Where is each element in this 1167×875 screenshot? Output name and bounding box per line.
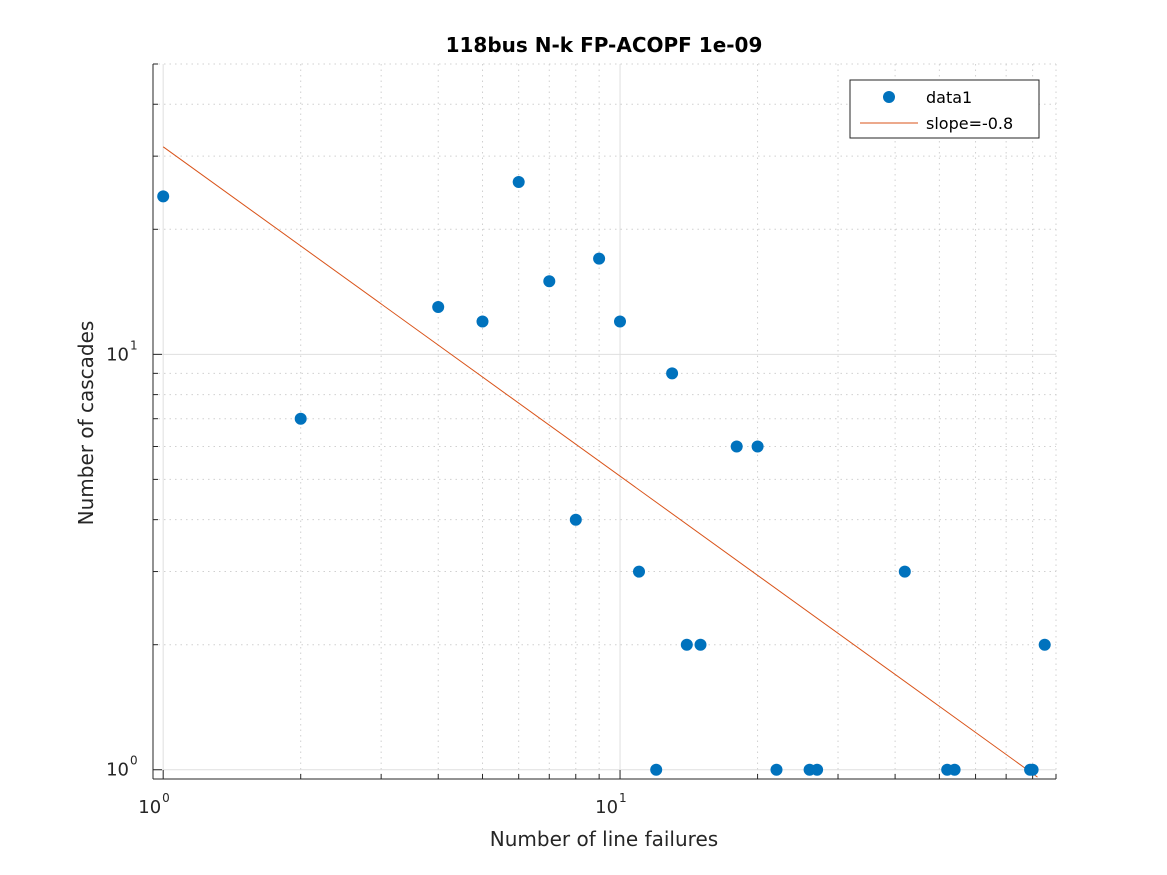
legend: data1 slope=-0.8 bbox=[849, 79, 1040, 139]
data-point bbox=[614, 315, 626, 328]
chart-title: 118bus N-k FP-ACOPF 1e-09 bbox=[446, 33, 763, 57]
data-point bbox=[593, 252, 606, 265]
legend-label-data1: data1 bbox=[926, 88, 972, 107]
data-point bbox=[1038, 638, 1051, 651]
tick-labels: 10 0 10 110 010 1 bbox=[106, 338, 627, 818]
data-point bbox=[157, 190, 170, 203]
data-point bbox=[694, 638, 707, 651]
data-point bbox=[680, 638, 693, 651]
x-tick-label-exponent: 1 bbox=[619, 791, 627, 805]
data-point bbox=[1026, 763, 1039, 776]
data-point bbox=[770, 763, 783, 776]
data-point bbox=[569, 513, 582, 526]
data-point bbox=[730, 440, 743, 453]
data-point bbox=[294, 412, 307, 425]
x-tick-label: 10 bbox=[138, 797, 161, 818]
grid bbox=[153, 63, 1057, 779]
data-point bbox=[633, 565, 645, 578]
plot-area bbox=[153, 64, 1056, 779]
series bbox=[157, 146, 1051, 778]
x-axis-label: Number of line failures bbox=[490, 827, 718, 851]
data-point bbox=[751, 440, 764, 453]
y-axis-label: Number of cascades bbox=[74, 321, 98, 526]
y-tick-label-exponent: 0 bbox=[130, 754, 138, 768]
data-point bbox=[811, 763, 824, 776]
data-point bbox=[666, 367, 679, 380]
legend-marker-data1 bbox=[883, 91, 895, 103]
y-tick-label: 10 bbox=[106, 760, 129, 781]
fit-line bbox=[162, 146, 1038, 778]
legend-box bbox=[849, 79, 1040, 139]
data-point bbox=[650, 763, 663, 776]
x-tick-label: 10 bbox=[595, 797, 618, 818]
y-tick-label-exponent: 1 bbox=[130, 338, 138, 352]
data-point bbox=[948, 763, 961, 776]
x-tick-label-exponent: 0 bbox=[162, 791, 170, 805]
data-point bbox=[512, 176, 525, 188]
legend-label-slope: slope=-0.8 bbox=[926, 114, 1013, 133]
data-point bbox=[476, 315, 489, 328]
y-tick-label: 10 bbox=[106, 344, 129, 365]
data-point bbox=[898, 565, 911, 578]
axes bbox=[152, 63, 1057, 780]
data-point bbox=[543, 275, 556, 288]
data-point bbox=[432, 301, 445, 313]
plot-background bbox=[153, 64, 1056, 779]
